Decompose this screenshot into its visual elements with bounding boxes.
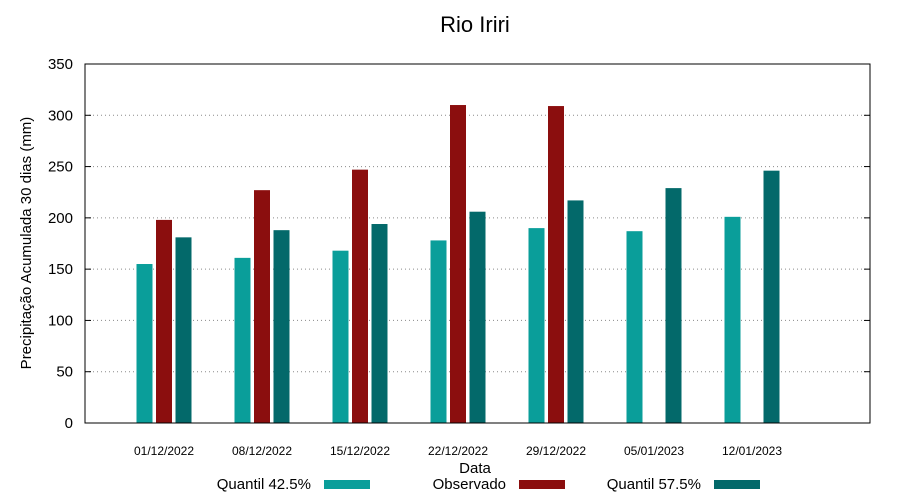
bar-observado-3 [450, 105, 466, 424]
y-tick-label: 250 [48, 159, 73, 176]
x-tick-label: 15/12/2022 [330, 444, 390, 458]
bar-observado-1 [254, 190, 270, 423]
bar-quantil-42-5--1 [234, 257, 251, 423]
x-tick-label: 12/01/2023 [722, 444, 782, 458]
bar-observado-0 [156, 219, 172, 423]
bar-quantil-42-5--6 [724, 216, 741, 423]
x-axis: 01/12/2022 08/12/2022 15/12/2022 22/12/2022… [134, 444, 782, 458]
y-tick-label: 0 [65, 415, 73, 432]
bar-quantil-57-5--4 [567, 200, 584, 423]
chart-title: Rio Iriri [440, 12, 510, 37]
x-tick-label: 05/01/2023 [624, 444, 684, 458]
y-tick-label: 50 [56, 364, 73, 381]
y-tick-label: 100 [48, 312, 73, 329]
bar-quantil-42-5--2 [332, 250, 349, 423]
x-tick-label: 22/12/2022 [428, 444, 488, 458]
y-tick-label: 300 [48, 107, 73, 124]
x-tick-label: 08/12/2022 [232, 444, 292, 458]
bar-quantil-42-5--0 [136, 264, 153, 423]
y-axis-title: Precipitação Acumulada 30 dias (mm) [18, 117, 35, 370]
legend-label: Quantil 42.5% [217, 476, 311, 493]
y-tick-label: 350 [48, 56, 73, 73]
bar-quantil-57-5--3 [469, 211, 486, 423]
y-axis: 0 50 100 150 200 250 300 350 [48, 56, 870, 432]
legend-label: Quantil 57.5% [607, 476, 701, 493]
plot-area-frame [84, 63, 871, 424]
legend-label: Observado [433, 476, 506, 493]
bar-quantil-42-5--5 [626, 231, 643, 423]
legend-swatch [324, 480, 370, 489]
bar-observado-2 [352, 169, 368, 423]
x-tick-label: 29/12/2022 [526, 444, 586, 458]
bars [136, 105, 780, 424]
legend: Quantil 42.5% Observado Quantil 57.5% [217, 476, 760, 493]
y-tick-label: 150 [48, 261, 73, 278]
bar-observado-4 [548, 106, 564, 423]
legend-swatch [519, 480, 565, 489]
x-axis-title: Data [459, 460, 491, 477]
bar-quantil-42-5--4 [528, 228, 545, 423]
y-tick-label: 200 [48, 210, 73, 227]
bar-quantil-57-5--6 [763, 170, 780, 423]
bar-quantil-57-5--1 [273, 230, 290, 423]
legend-swatch [714, 480, 760, 489]
bar-quantil-57-5--2 [371, 224, 388, 423]
bar-quantil-42-5--3 [430, 240, 447, 423]
bar-quantil-57-5--0 [175, 237, 192, 423]
x-tick-label: 01/12/2022 [134, 444, 194, 458]
bar-quantil-57-5--5 [665, 188, 682, 423]
